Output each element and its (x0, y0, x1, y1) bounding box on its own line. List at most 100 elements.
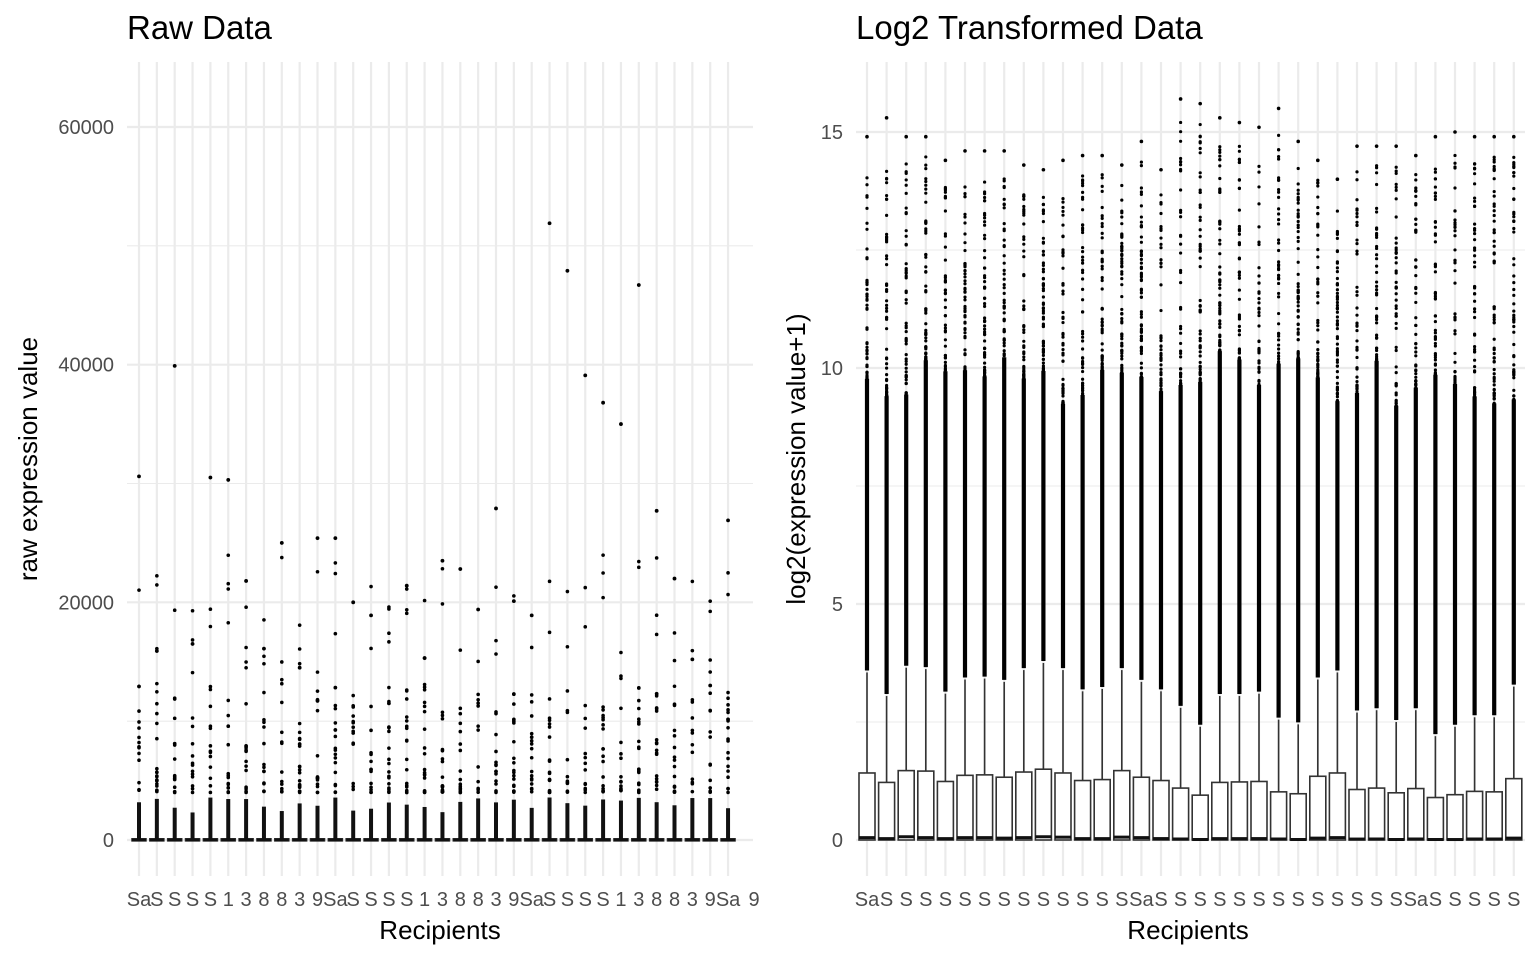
outlier-point (904, 206, 908, 210)
outlier-point (512, 784, 516, 789)
outlier-point (1237, 144, 1241, 149)
outlier-point (315, 775, 320, 779)
x-tick-label: S (900, 889, 913, 911)
outlier-point (1394, 241, 1398, 245)
outlier-point (1041, 317, 1045, 321)
outlier-point (654, 632, 659, 637)
outlier-point (1061, 209, 1065, 214)
box (936, 780, 955, 841)
outlier-point (262, 741, 266, 746)
outlier-point (155, 770, 159, 775)
sample-boxplot (1113, 163, 1131, 841)
outlier-point (637, 698, 641, 703)
sample-boxplot (327, 536, 344, 842)
outlier-point (865, 206, 869, 210)
outlier-point (1473, 172, 1477, 176)
outlier-point (1355, 348, 1359, 352)
outlier-point (1453, 166, 1457, 170)
outlier-point (1355, 355, 1359, 360)
y-axis-title: raw expression value (13, 337, 43, 581)
outlier-point (1492, 387, 1496, 392)
outlier-point (1394, 304, 1398, 308)
y-tick-label: 60000 (58, 117, 114, 139)
outlier-point (387, 761, 391, 766)
outlier-point (708, 763, 712, 767)
outlier-point (1179, 160, 1183, 164)
outlier-point (1081, 184, 1085, 188)
x-tick-label: Sa (519, 889, 544, 911)
outlier-point (512, 777, 516, 781)
outlier-point (1296, 308, 1300, 312)
outlier-point (1061, 200, 1065, 204)
outlier-point (1218, 338, 1222, 342)
outlier-point (601, 789, 605, 794)
outlier-point (1237, 276, 1241, 280)
box (1485, 791, 1503, 841)
outlier-point (1512, 197, 1516, 201)
outlier-point (297, 730, 302, 735)
outlier-point (1041, 261, 1045, 265)
outlier-point (565, 710, 570, 715)
outlier-point (943, 326, 948, 330)
outlier-point (565, 644, 570, 649)
outlier-point (943, 234, 948, 238)
outlier-point (1139, 271, 1143, 275)
x-tick-label: 9 (508, 889, 519, 911)
outlier-point (1296, 208, 1300, 212)
outlier-point (924, 155, 928, 159)
outlier-point (1022, 339, 1026, 343)
outlier-point (1355, 223, 1359, 227)
outlier-point (1335, 276, 1339, 281)
outlier-point (1355, 387, 1359, 391)
outlier-point (943, 368, 948, 372)
max-outlier-point (636, 283, 641, 287)
outlier-point (1296, 223, 1300, 227)
outlier-point (1394, 312, 1398, 316)
outlier-point (690, 700, 695, 704)
sample-boxplot (858, 134, 876, 841)
sample-boxplot (345, 600, 362, 842)
outlier-point (1081, 347, 1085, 351)
outlier-point (1492, 244, 1496, 248)
outlier-point (1061, 383, 1065, 388)
outlier-point (1492, 356, 1496, 360)
outlier-point (1473, 347, 1477, 352)
outlier-point (983, 276, 987, 280)
outlier-point (1198, 171, 1202, 175)
outlier-point (1296, 282, 1300, 286)
outlier-point (387, 685, 391, 690)
outlier-point (1394, 306, 1398, 311)
outlier-point (1041, 220, 1045, 224)
max-outlier-point (547, 221, 552, 226)
outlier-point (476, 697, 480, 702)
outlier-point (155, 766, 159, 771)
outlier-point (1198, 256, 1202, 260)
outlier-point (1394, 256, 1398, 260)
outlier-point (1139, 348, 1143, 352)
outlier-point (1414, 372, 1418, 376)
outlier-point (1335, 375, 1339, 379)
outlier-point (1022, 242, 1026, 246)
outlier-point (1002, 327, 1006, 332)
outlier-point (1041, 208, 1045, 212)
y-tick-label: 5 (832, 594, 843, 616)
outlier-point (1237, 157, 1241, 161)
outlier-point (983, 279, 987, 284)
outlier-point (1081, 381, 1085, 385)
outlier-point (1022, 351, 1026, 356)
outlier-point (1375, 333, 1379, 337)
outlier-point (1414, 375, 1418, 379)
outlier-point (924, 345, 928, 349)
outlier-point (1296, 219, 1300, 224)
outlier-point (654, 780, 659, 784)
outlier-point (963, 304, 967, 309)
outlier-point (1473, 332, 1477, 336)
outlier-point (1081, 190, 1085, 195)
outlier-point (1139, 220, 1143, 224)
outlier-point (726, 703, 730, 707)
outlier-point (1159, 242, 1163, 246)
outlier-point (1041, 211, 1045, 216)
outlier-point (865, 352, 869, 356)
outlier-point (1022, 373, 1026, 377)
outlier-point (1081, 255, 1085, 259)
